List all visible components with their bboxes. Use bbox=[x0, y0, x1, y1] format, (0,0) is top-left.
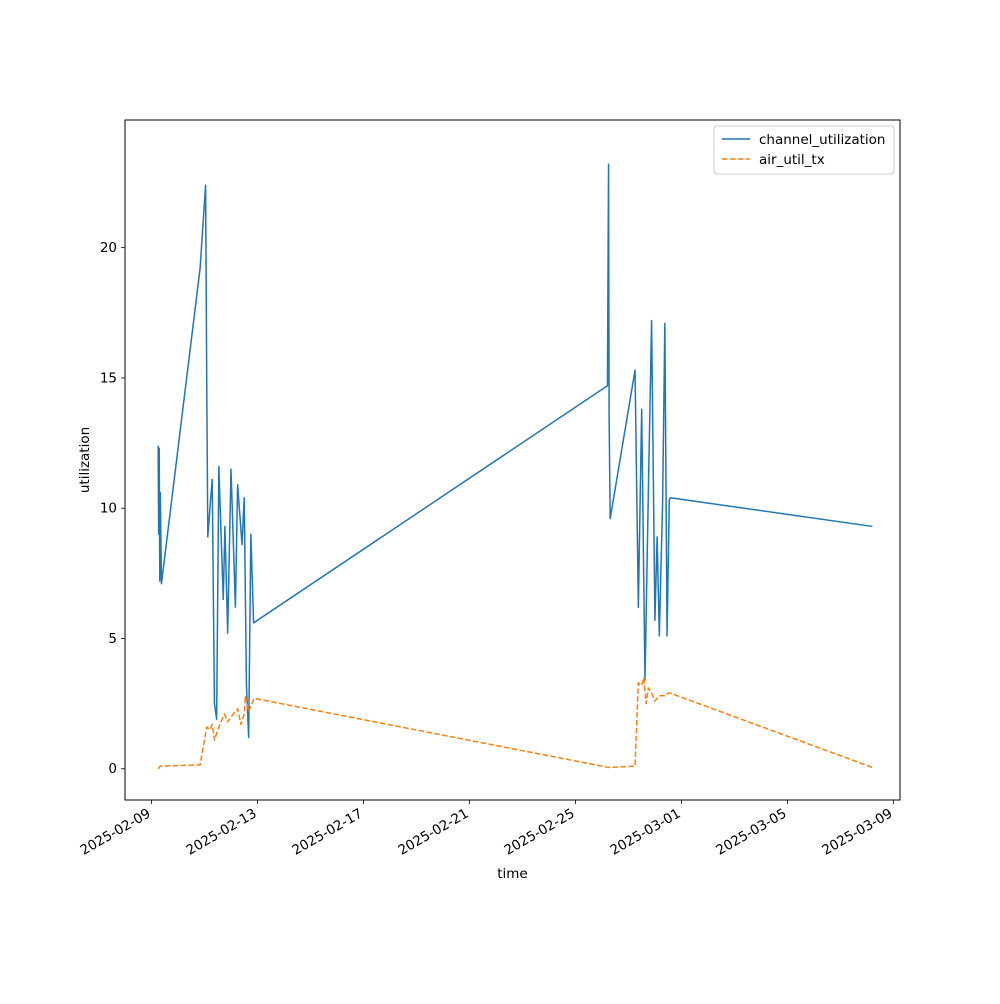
legend: channel_utilization air_util_tx bbox=[713, 125, 895, 175]
y-tick-label: 10 bbox=[100, 501, 117, 517]
y-tick-label: 0 bbox=[108, 761, 117, 777]
legend-label: channel_utilization bbox=[759, 132, 886, 148]
y-axis-label: utilization bbox=[77, 427, 93, 493]
series-layer bbox=[157, 163, 873, 770]
plot-frame bbox=[124, 119, 901, 801]
x-axis-label: time bbox=[497, 866, 528, 882]
y-tick-label: 5 bbox=[108, 631, 117, 647]
series-line-air-util-tx bbox=[157, 676, 873, 770]
y-tick-label: 20 bbox=[100, 240, 117, 256]
y-tick-label: 15 bbox=[100, 370, 117, 386]
series-line-channel-utilization bbox=[157, 163, 873, 739]
legend-label: air_util_tx bbox=[759, 152, 825, 168]
legend-box bbox=[713, 125, 895, 175]
y-axis: 0 5 10 15 20 bbox=[100, 240, 125, 777]
